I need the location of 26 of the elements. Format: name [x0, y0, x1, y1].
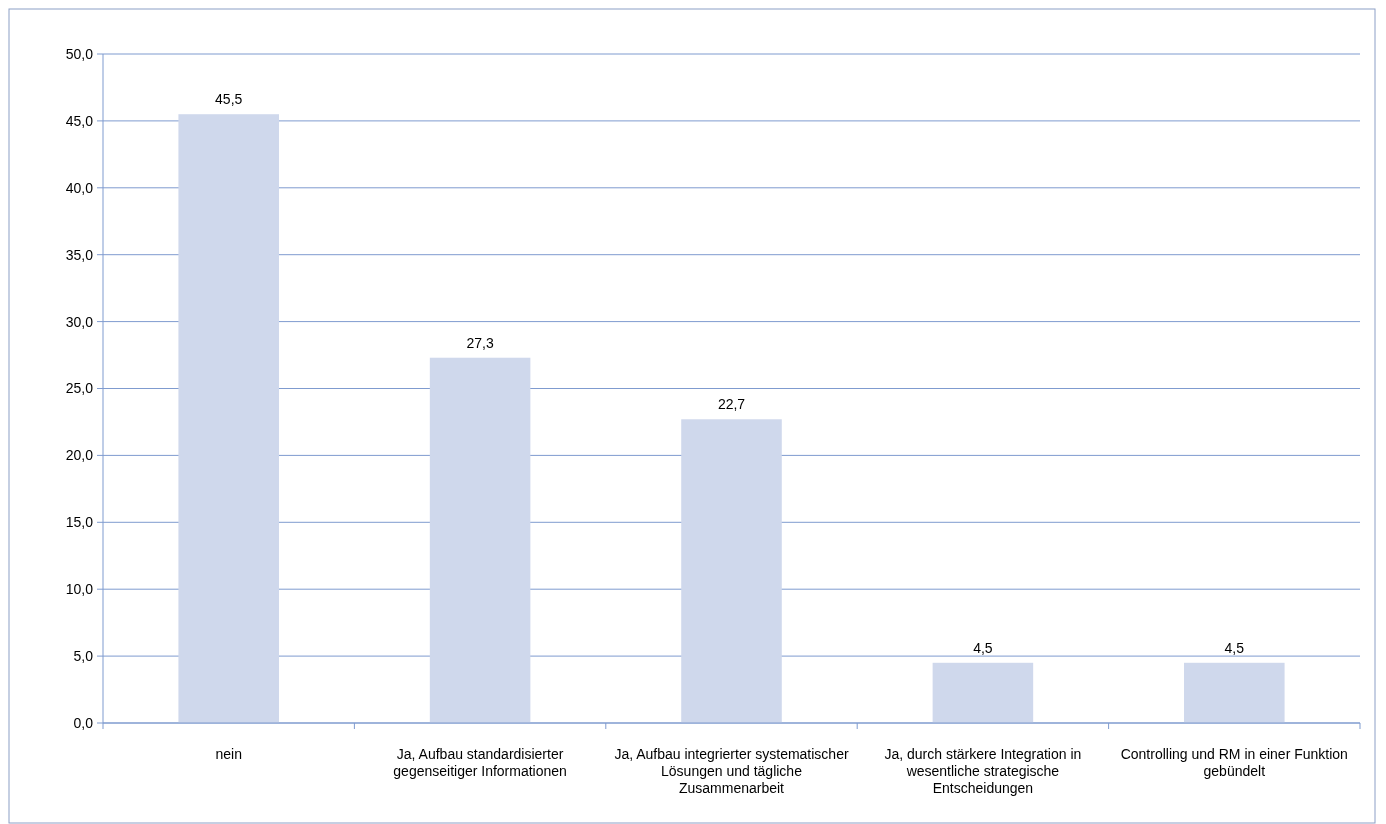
data-label: 45,5 [215, 91, 243, 108]
y-tick-label: 45,0 [65, 112, 94, 129]
x-tick-label: Ja, Aufbau standardisierter gegenseitiger Informationen [393, 746, 567, 779]
bar [681, 419, 782, 723]
x-tick-label: Ja, Aufbau integrierter systematischer Lösungen und tägliche Zusammenarbeit [614, 746, 849, 796]
bar [932, 662, 1034, 723]
y-tick-label: 20,0 [65, 447, 94, 464]
y-tick-label: 35,0 [65, 246, 94, 263]
y-tick-label: 50,0 [65, 45, 94, 62]
y-tick-label: 0,0 [73, 714, 94, 731]
y-tick-label: 10,0 [65, 581, 94, 598]
data-label: 27,3 [466, 334, 494, 351]
data-label: 22,7 [717, 396, 746, 413]
x-tick-label: Ja, durch stärkere Integration in wesentliche strategische Entscheidungen [884, 746, 1082, 796]
x-tick-label: Controlling und RM in einer Funktion gebündelt [1120, 746, 1348, 779]
y-tick-label: 25,0 [65, 380, 94, 397]
y-tick-label: 30,0 [65, 313, 94, 330]
bar [1184, 662, 1285, 723]
bar [178, 114, 279, 723]
x-tick-label: nein [215, 746, 242, 762]
y-tick-label: 15,0 [65, 514, 94, 531]
y-tick-label: 40,0 [65, 179, 94, 196]
bar [429, 357, 531, 723]
data-label: 4,5 [1224, 639, 1245, 656]
data-label: 4,5 [973, 639, 993, 656]
y-tick-label: 5,0 [73, 648, 94, 664]
